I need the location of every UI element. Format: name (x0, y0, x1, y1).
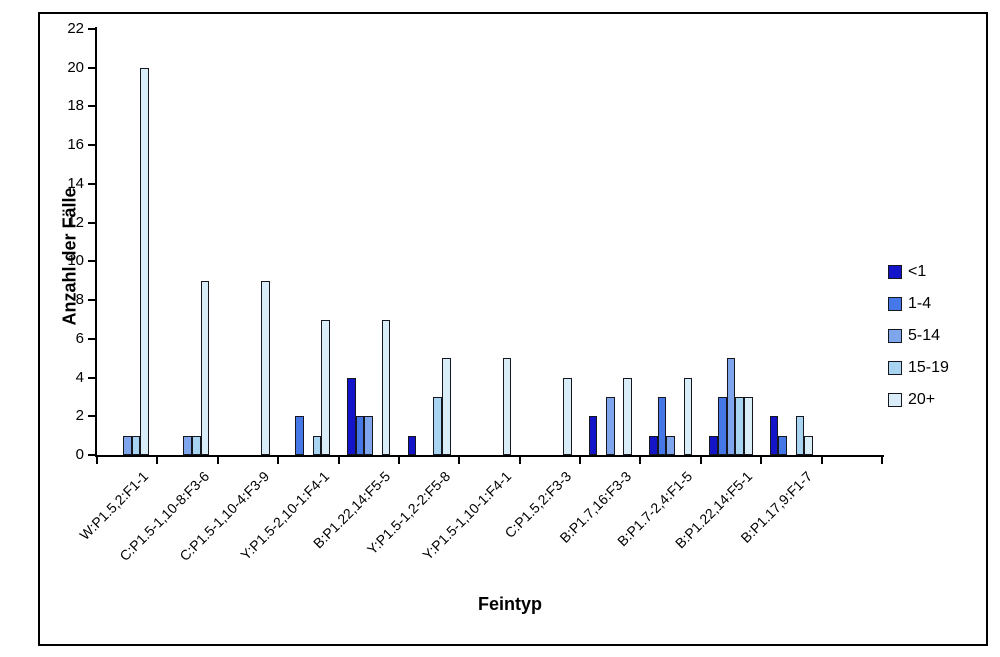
legend-label: 20+ (908, 391, 936, 408)
bar (502, 358, 512, 455)
bar (795, 416, 805, 455)
bar (666, 435, 675, 455)
x-tick (96, 457, 98, 464)
legend-swatch (888, 329, 902, 343)
x-tick (579, 457, 582, 464)
y-tick (88, 337, 95, 340)
y-tick-label: 20 (67, 58, 84, 76)
x-tick (881, 457, 883, 464)
x-tick (639, 457, 642, 464)
y-tick-label: 18 (67, 97, 84, 115)
bar-chart-plot: Anzahl der Fälle Feintyp <1 1-4 5-14 15-19 2… (40, 14, 986, 644)
y-tick (88, 260, 95, 263)
legend-label: <1 (908, 263, 927, 280)
bar (407, 435, 417, 455)
bar (726, 358, 736, 455)
x-tick (820, 457, 823, 464)
x-tick (337, 457, 340, 464)
y-tick (88, 299, 95, 302)
y-tick (88, 105, 95, 108)
legend-swatch (888, 265, 902, 279)
bar (709, 435, 719, 455)
legend-swatch (888, 361, 902, 375)
x-tick (277, 457, 280, 464)
bar (260, 280, 270, 455)
bar (735, 396, 745, 455)
bar (347, 377, 356, 455)
bar (442, 358, 451, 455)
legend: <1 1-4 5-14 15-19 20+ (888, 256, 949, 416)
bar (588, 416, 598, 455)
bar (804, 435, 814, 455)
legend-item: 15-19 (888, 352, 949, 384)
bar (364, 416, 374, 455)
y-axis-line (95, 27, 97, 457)
bar (321, 319, 330, 455)
y-tick (88, 28, 95, 30)
x-tick (156, 457, 159, 464)
y-tick-label: 22 (67, 20, 84, 37)
bar (623, 377, 632, 455)
bar (657, 396, 667, 455)
bar (381, 319, 391, 455)
legend-label: 5-14 (908, 327, 941, 344)
y-tick (88, 415, 95, 418)
y-tick-label: 16 (67, 136, 84, 154)
x-axis-line (95, 455, 884, 457)
x-tick (216, 457, 219, 464)
bar (200, 280, 210, 455)
bar (295, 416, 305, 455)
chart-figure: Anzahl der Fälle Feintyp <1 1-4 5-14 15-19 2… (38, 12, 988, 646)
bar (718, 396, 727, 455)
legend-label: 15-19 (908, 359, 949, 376)
y-tick-label: 0 (75, 446, 84, 463)
y-tick (88, 221, 95, 224)
y-tick-label: 6 (75, 329, 84, 347)
x-axis-title: Feintyp (477, 594, 542, 614)
bar (649, 435, 658, 455)
bar (605, 396, 615, 455)
legend-item: 20+ (888, 384, 949, 416)
y-tick (88, 376, 95, 379)
legend-item: 1-4 (888, 288, 949, 320)
y-tick-label: 10 (67, 252, 84, 270)
x-tick (397, 457, 400, 464)
bar (769, 416, 779, 455)
legend-swatch (888, 297, 902, 311)
legend-item: 5-14 (888, 320, 949, 352)
legend-item: <1 (888, 256, 949, 288)
bar (562, 377, 572, 455)
y-tick (88, 182, 95, 185)
y-tick (88, 454, 95, 456)
bar (312, 435, 322, 455)
bar (433, 396, 443, 455)
bar (355, 416, 365, 455)
x-tick (699, 457, 702, 464)
y-tick-label: 8 (75, 291, 84, 309)
bar (744, 396, 753, 455)
legend-label: 1-4 (908, 295, 932, 312)
y-tick (88, 144, 95, 147)
x-tick (458, 457, 461, 464)
bar (183, 435, 192, 455)
bar (122, 435, 132, 455)
x-tick (518, 457, 521, 464)
y-tick-label: 14 (67, 174, 84, 192)
y-tick-label: 2 (75, 407, 84, 425)
x-tick (760, 457, 763, 464)
bar (131, 435, 141, 455)
bar (191, 435, 201, 455)
legend-swatch (888, 393, 902, 407)
bar (778, 435, 788, 455)
y-tick-label: 4 (75, 368, 84, 386)
bar (683, 377, 693, 455)
y-tick-label: 12 (67, 213, 84, 231)
y-tick (88, 66, 95, 69)
bar (140, 67, 149, 455)
